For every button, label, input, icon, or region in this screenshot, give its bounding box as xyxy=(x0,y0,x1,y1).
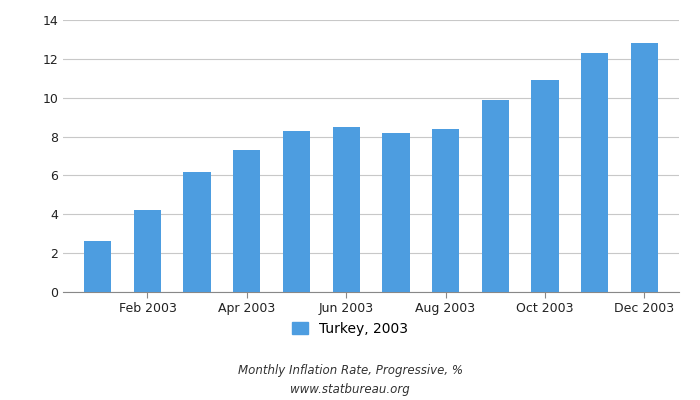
Legend: Turkey, 2003: Turkey, 2003 xyxy=(286,316,414,341)
Text: Monthly Inflation Rate, Progressive, %: Monthly Inflation Rate, Progressive, % xyxy=(237,364,463,377)
Bar xyxy=(233,150,260,292)
Bar xyxy=(84,242,111,292)
Bar xyxy=(183,172,211,292)
Bar xyxy=(482,100,509,292)
Bar xyxy=(283,131,310,292)
Text: www.statbureau.org: www.statbureau.org xyxy=(290,383,410,396)
Bar xyxy=(581,53,608,292)
Bar xyxy=(432,129,459,292)
Bar xyxy=(631,43,658,292)
Bar xyxy=(531,80,559,292)
Bar xyxy=(332,127,360,292)
Bar xyxy=(382,133,410,292)
Bar xyxy=(134,210,161,292)
